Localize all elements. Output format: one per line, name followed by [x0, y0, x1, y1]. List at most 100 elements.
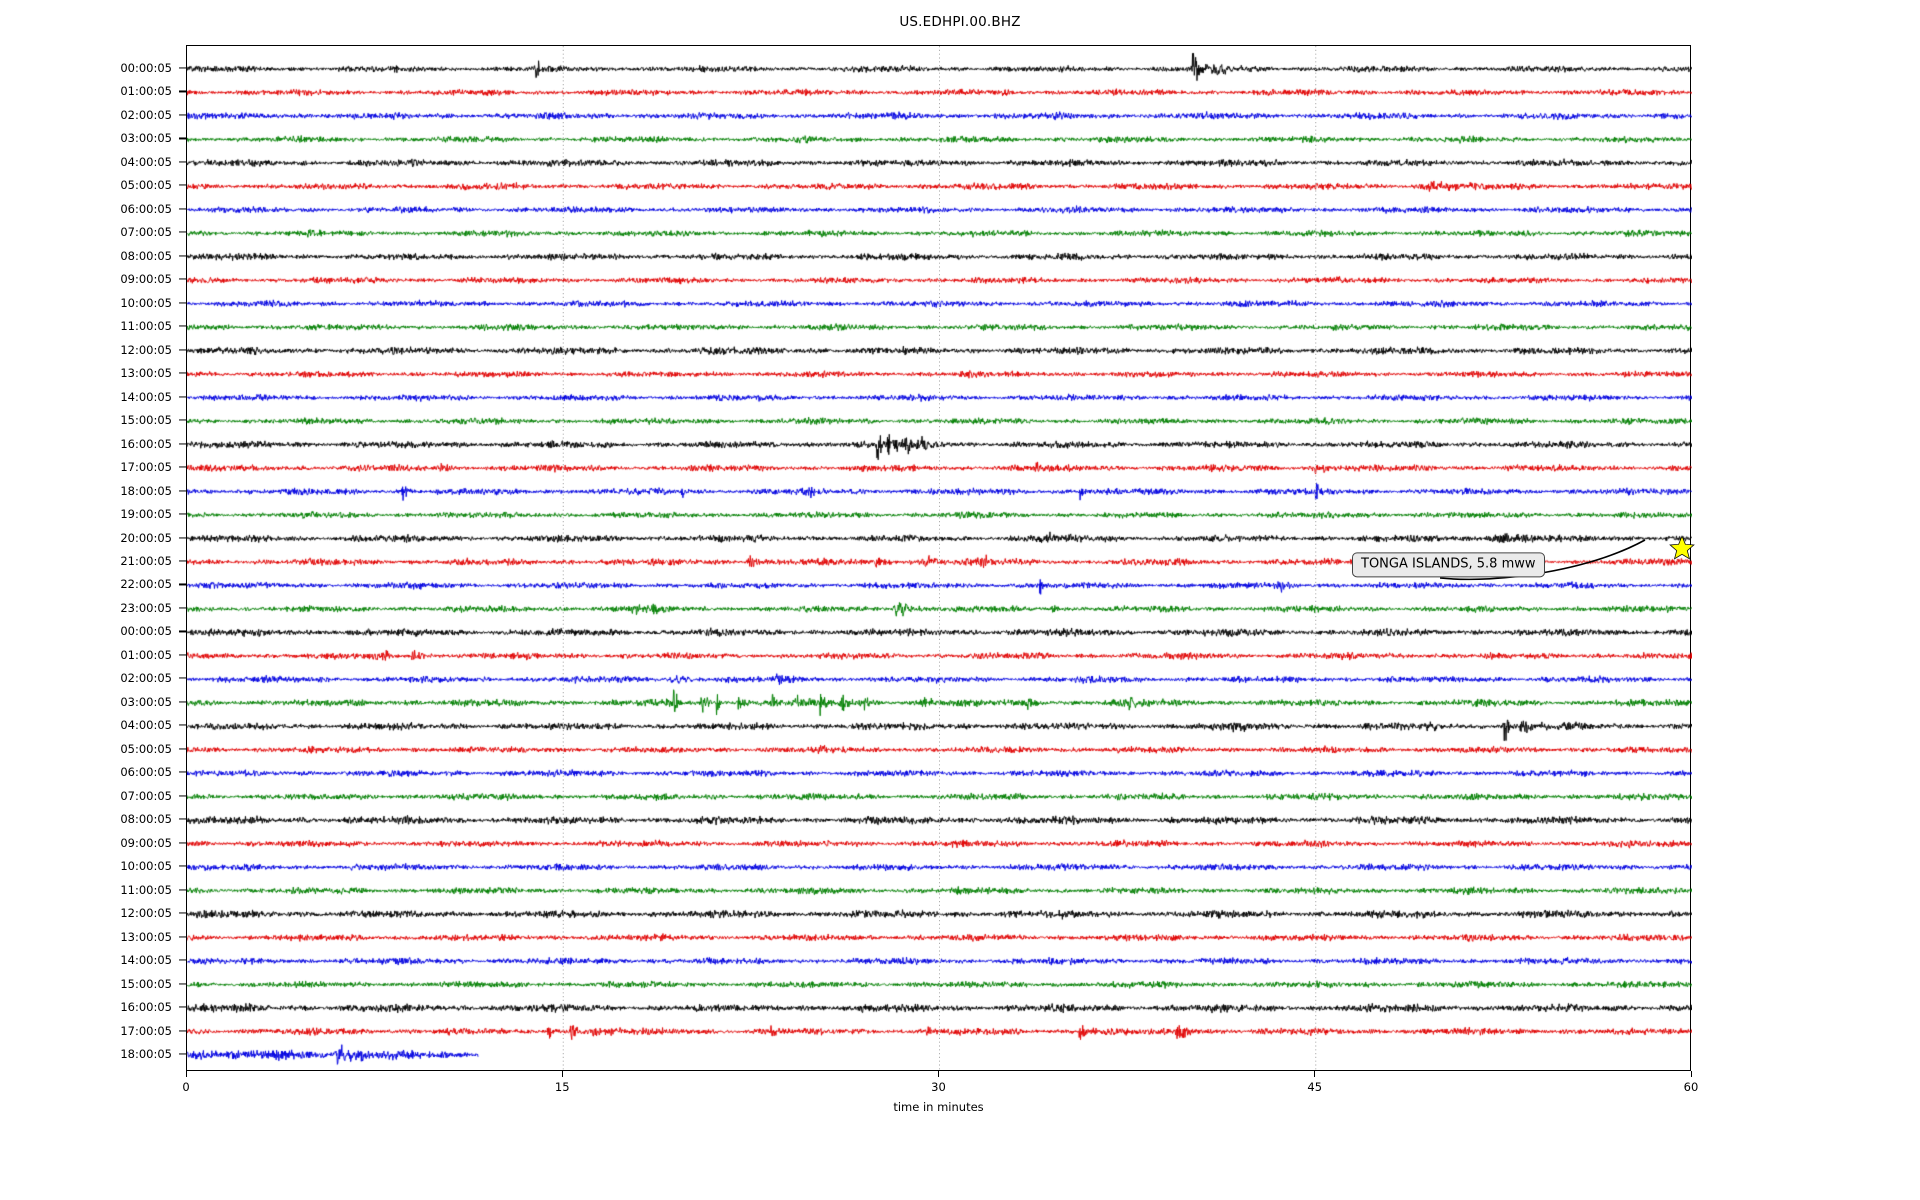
y-axis-tick-mark [179, 372, 186, 374]
y-axis-tick-mark [179, 983, 186, 985]
y-axis-tick-mark [179, 349, 186, 351]
x-axis-tick-mark [938, 1071, 940, 1077]
y-axis-tick-label: 00:00:05 [120, 61, 172, 75]
x-axis-labels: 0 15 30 45 60 [182, 1071, 1698, 1111]
x-axis-title: time in minutes [893, 1100, 984, 1114]
y-axis-tick-mark [179, 419, 186, 421]
y-axis-tick-label: 02:00:05 [120, 107, 172, 122]
x-axis-tick-mark [561, 1071, 563, 1077]
event-annotation-label[interactable]: TONGA ISLANDS, 5.8 mww [1352, 552, 1545, 578]
y-axis-tick-mark [179, 607, 186, 609]
x-axis-tick-label: 30 [931, 1080, 946, 1094]
y-axis-tick-label: 10:00:05 [120, 859, 172, 874]
y-axis-tick-label: 14:00:05 [120, 389, 172, 404]
y-axis-tick-mark [179, 114, 186, 116]
y-axis-tick-label: 13:00:05 [120, 366, 172, 381]
y-axis-tick-mark [179, 724, 186, 726]
y-axis-tick-label: 13:00:05 [120, 929, 172, 944]
y-axis-tick-mark [179, 865, 186, 867]
y-axis-tick-mark [179, 443, 186, 445]
y-axis-tick-mark [179, 231, 186, 233]
y-axis-tick-label: 02:00:05 [120, 671, 172, 686]
y-axis-tick-mark [179, 1006, 186, 1008]
x-axis-tick-label: 45 [1307, 1080, 1323, 1094]
y-axis-tick-mark [179, 184, 186, 186]
y-axis-tick-mark [179, 677, 186, 679]
y-axis-tick-mark [179, 959, 186, 961]
y-axis-tick-label: 01:00:05 [120, 647, 172, 662]
y-axis-tick-label: 16:00:05 [120, 1000, 172, 1015]
y-axis-tick-label: 03:00:05 [120, 131, 172, 146]
y-axis-tick-mark [179, 630, 186, 632]
y-axis-tick-label: 16:00:05 [120, 436, 172, 451]
y-axis-tick-label: 05:00:05 [120, 178, 172, 193]
y-axis-tick-mark [179, 1029, 186, 1032]
y-axis-tick-label: 22:00:05 [120, 577, 172, 592]
page-title: US.EDHPI.00.BHZ [899, 14, 1021, 30]
y-axis-tick-label: 21:00:05 [120, 554, 172, 568]
y-axis-tick-mark [179, 1053, 186, 1055]
x-axis-tick-mark [1690, 1071, 1692, 1077]
y-axis-tick-label: 18:00:05 [120, 483, 172, 498]
y-axis-tick-mark [179, 208, 186, 210]
y-axis-tick-mark [179, 490, 186, 492]
y-axis-tick-mark [179, 654, 186, 656]
y-axis-tick-label: 17:00:05 [120, 1023, 172, 1038]
y-axis-tick-mark [179, 278, 186, 280]
y-axis-tick-label: 18:00:05 [120, 1047, 172, 1061]
y-axis-tick-mark [179, 748, 186, 750]
y-axis-tick-label: 17:00:05 [120, 460, 172, 475]
y-axis-tick-label: 09:00:05 [120, 272, 172, 287]
y-axis-tick-label: 08:00:05 [120, 248, 172, 263]
y-axis-tick-mark [179, 771, 186, 773]
y-axis-tick-label: 07:00:05 [120, 225, 172, 240]
y-axis-tick-label: 23:00:05 [120, 600, 172, 615]
y-axis-tick-label: 01:00:05 [120, 84, 172, 99]
event-star-icon [1669, 535, 1695, 560]
y-axis-tick-label: 08:00:05 [120, 812, 172, 827]
y-axis-tick-mark [179, 513, 186, 515]
y-axis-tick-label: 11:00:05 [120, 319, 172, 334]
y-axis-tick-label: 03:00:05 [120, 694, 172, 709]
y-axis-tick-mark [179, 137, 186, 139]
y-axis-tick-label: 06:00:05 [120, 765, 172, 780]
y-axis-tick-mark [179, 889, 186, 891]
y-axis-tick-label: 00:00:05 [120, 624, 172, 639]
x-axis-tick-label: 0 [182, 1080, 190, 1094]
y-axis-tick-label: 09:00:05 [120, 835, 172, 850]
y-axis-tick-label: 19:00:05 [120, 507, 172, 522]
y-axis-tick-mark [179, 161, 186, 163]
y-axis-tick-mark [179, 302, 186, 304]
y-axis-tick-mark [179, 795, 186, 797]
y-axis-tick-mark [179, 936, 186, 938]
y-axis-tick-mark [179, 67, 186, 69]
y-axis-tick-label: 15:00:05 [120, 413, 172, 428]
y-axis-tick-mark [179, 466, 186, 468]
x-axis-tick-label: 15 [554, 1080, 570, 1094]
y-axis-tick-mark [179, 912, 186, 914]
y-axis-tick-label: 12:00:05 [120, 342, 172, 357]
y-axis-tick-mark [179, 583, 186, 586]
x-axis-tick-mark [185, 1071, 187, 1077]
x-axis-tick-mark [1314, 1071, 1316, 1077]
y-axis-tick-mark [179, 90, 186, 93]
y-axis-tick-label: 20:00:05 [120, 530, 172, 545]
y-axis-tick-label: 10:00:05 [120, 295, 172, 310]
y-axis-tick-label: 11:00:05 [120, 882, 172, 897]
y-axis-tick-mark [179, 536, 186, 539]
y-axis-tick-mark [179, 842, 186, 844]
y-axis-labels: 00:00:05 01:00:05 02:00:05 03:00:05 04:00:05… [0, 45, 186, 1071]
x-axis-tick-label: 60 [1683, 1080, 1699, 1094]
y-axis-tick-label: 05:00:05 [120, 741, 172, 756]
y-axis-tick-label: 06:00:05 [120, 201, 172, 216]
y-axis-tick-label: 04:00:05 [120, 154, 172, 169]
y-axis-tick-mark [179, 701, 186, 703]
y-axis-tick-mark [179, 818, 186, 820]
y-axis-tick-mark [179, 396, 186, 398]
y-axis-tick-label: 12:00:05 [120, 906, 172, 921]
y-axis-tick-mark [179, 560, 186, 562]
y-axis-tick-label: 15:00:05 [120, 976, 172, 991]
y-axis-tick-label: 07:00:05 [120, 788, 172, 803]
y-axis-tick-label: 14:00:05 [120, 953, 172, 968]
